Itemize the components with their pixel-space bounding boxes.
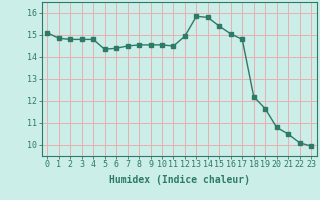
X-axis label: Humidex (Indice chaleur): Humidex (Indice chaleur) [109,175,250,185]
